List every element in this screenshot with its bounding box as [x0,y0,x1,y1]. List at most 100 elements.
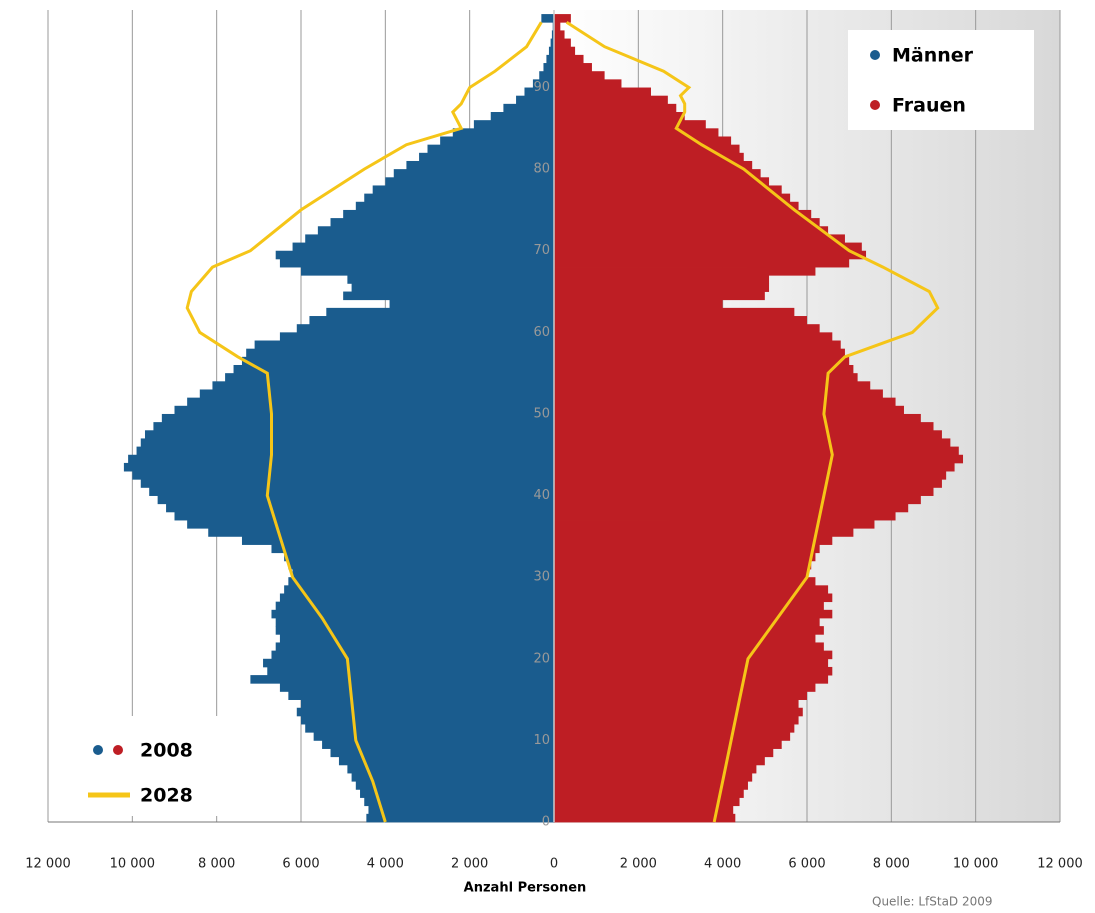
bar [368,805,554,815]
bar [554,691,807,700]
bar [351,283,554,292]
x-tick-label: 10 000 [110,857,156,872]
bar [541,14,554,23]
x-tick-label: 0 [550,857,558,872]
bar [440,136,554,146]
bar [554,226,829,235]
bar [305,724,554,733]
x-axis-label: Anzahl Personen [464,881,587,896]
bar [554,683,816,692]
bar [554,569,807,578]
bar [149,487,554,496]
bar [548,46,554,56]
bar [275,626,554,635]
bar [347,764,554,774]
y-tick-label: 50 [533,406,550,421]
bar [554,675,829,684]
bar [187,397,554,407]
bar [516,95,554,105]
x-tick-label: 2 000 [620,857,657,872]
bar [554,364,854,374]
bar [275,617,554,627]
bar [271,650,554,660]
bar [296,324,554,333]
bar [385,177,554,186]
x-tick-label: 10 000 [953,857,999,872]
bar [174,405,554,415]
y-tick-label: 0 [542,815,550,830]
bar [554,789,744,798]
bar [554,454,964,464]
bar [554,120,706,129]
y-tick-label: 60 [533,325,550,340]
bar [554,103,677,113]
bar [301,699,554,709]
bar [343,209,554,219]
legend-label: Männer [892,45,974,67]
bar [347,275,554,284]
bar [554,258,850,268]
bar [284,552,554,562]
bar [554,479,942,488]
bar [554,112,685,121]
legend-marker [870,50,880,60]
bar [554,724,795,733]
bar [554,462,955,472]
x-tick-label: 6 000 [788,857,825,872]
bar [554,291,765,301]
bar [322,740,554,749]
bar [554,430,942,439]
y-tick-label: 30 [533,570,550,585]
bar [554,781,748,790]
bar [554,46,576,56]
bar [351,773,554,782]
bar [389,299,554,309]
bar [554,389,883,399]
bar [161,413,554,423]
bar [554,528,854,537]
bar [554,666,833,676]
bar [554,585,829,594]
projection-line [565,20,940,823]
bar [532,79,554,88]
bar [288,577,554,586]
bar [554,707,803,717]
bar [554,544,820,554]
bar [301,715,554,725]
bar [187,520,554,529]
bar [539,71,554,80]
bar [364,193,554,203]
bar [355,201,554,211]
bar [554,699,799,709]
legend-label: 2028 [140,785,193,807]
bar [551,30,554,39]
bar [419,152,554,162]
bar [554,560,812,570]
bar [305,234,554,243]
bar [554,495,921,505]
bar [246,348,554,358]
bar [128,454,554,464]
bar [554,797,740,807]
projection-line [185,21,543,823]
bar [524,87,554,97]
bar [309,316,554,325]
bar [279,634,554,643]
x-tick-label: 8 000 [198,857,235,872]
bar [554,438,951,448]
bar [554,193,791,203]
y-tick-label: 10 [533,733,550,748]
bar [554,740,782,749]
bar [503,103,554,113]
bar [317,226,554,235]
x-tick-label: 6 000 [282,857,319,872]
bar [554,38,571,48]
bar [279,332,554,341]
bar [326,307,554,317]
bar [554,283,770,292]
bar [554,601,824,611]
legend-label: Frauen [892,95,966,117]
bar [279,258,554,268]
bar [554,71,605,80]
